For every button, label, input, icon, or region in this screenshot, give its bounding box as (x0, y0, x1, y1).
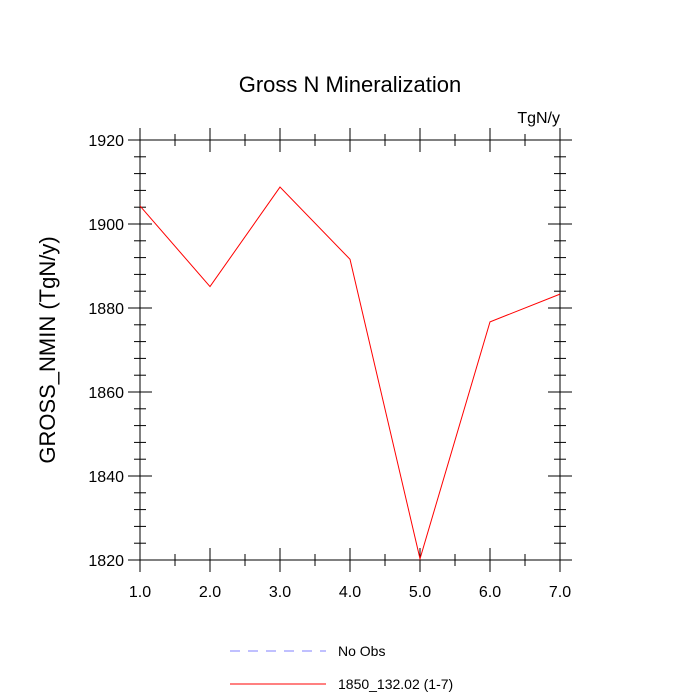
axis-ticks (128, 128, 572, 572)
y-tick-label: 1860 (88, 385, 124, 402)
legend-label: 1850_132.02 (1-7) (338, 676, 453, 692)
x-tick-label: 3.0 (269, 584, 291, 601)
legend: No Obs 1850_132.02 (1-7) (230, 643, 453, 692)
units-label: TgN/y (517, 110, 560, 127)
series-group (139, 186, 561, 561)
tick-labels: 1.0 2.0 3.0 4.0 5.0 6.0 7.0 1820 1840 1860 1880 190… (88, 133, 571, 601)
y-tick-label: 1820 (88, 553, 124, 570)
x-tick-label: 1.0 (129, 584, 151, 601)
x-tick-label: 6.0 (479, 584, 501, 601)
plot-frame (139, 139, 561, 561)
y-tick-label: 1920 (88, 133, 124, 150)
x-tick-label: 2.0 (199, 584, 221, 601)
legend-label: No Obs (338, 643, 385, 659)
y-tick-label: 1900 (88, 217, 124, 234)
x-tick-label: 5.0 (409, 584, 431, 601)
y-tick-label: 1840 (88, 469, 124, 486)
series-line (139, 186, 561, 561)
y-tick-label: 1880 (88, 301, 124, 318)
y-axis-label: GROSS_NMIN (TgN/y) (35, 236, 60, 463)
x-tick-label: 4.0 (339, 584, 361, 601)
chart-title: Gross N Mineralization (239, 72, 462, 97)
x-tick-label: 7.0 (549, 584, 571, 601)
